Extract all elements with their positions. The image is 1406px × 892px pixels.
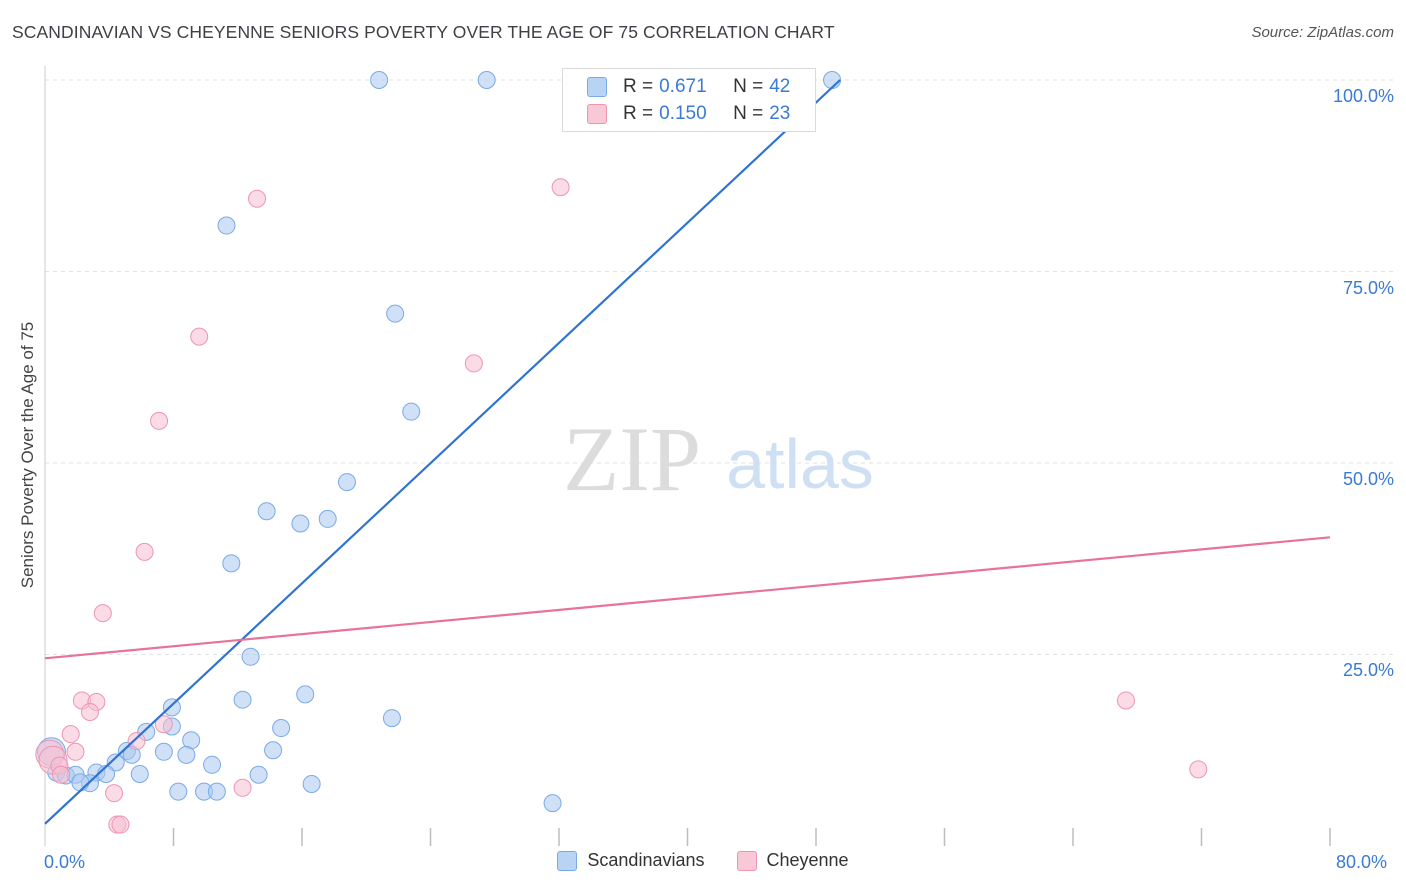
cheyenne-point bbox=[233, 778, 252, 797]
scandinavians-point bbox=[302, 774, 321, 793]
cheyenne-point bbox=[1117, 691, 1136, 710]
scandinavians-point bbox=[370, 71, 389, 89]
cheyenne-point bbox=[1189, 760, 1208, 779]
r-label: R = bbox=[623, 76, 654, 97]
n-value: 23 bbox=[769, 103, 791, 124]
cheyenne-point bbox=[150, 411, 169, 430]
scandinavians-point bbox=[386, 304, 405, 323]
y-tick-50: 50.0% bbox=[1342, 469, 1394, 489]
cheyenne-point bbox=[105, 784, 124, 803]
x-tick-min: 0.0% bbox=[44, 852, 86, 872]
n-label: N = bbox=[733, 103, 764, 124]
stats-legend: R = 0.671 N = 42 R = 0.150 N = 23 bbox=[562, 68, 816, 132]
n-value: 42 bbox=[769, 76, 791, 97]
legend-item-cheyenne[interactable]: Cheyenne bbox=[736, 850, 849, 871]
r-value: 0.671 bbox=[659, 76, 707, 97]
cheyenne-point bbox=[551, 178, 570, 197]
scandinavians-point bbox=[241, 647, 260, 666]
cheyenne-point bbox=[127, 732, 146, 751]
scandinavians-point bbox=[296, 685, 315, 704]
scandinavians-point bbox=[477, 71, 496, 89]
scandinavians-point bbox=[222, 554, 241, 573]
scandinavians-point bbox=[130, 764, 149, 783]
axes bbox=[44, 66, 1331, 846]
scandinavians-point bbox=[162, 698, 181, 717]
swatch-cheyenne bbox=[587, 104, 607, 124]
y-tick-75: 75.0% bbox=[1342, 278, 1394, 298]
cheyenne-point bbox=[190, 327, 209, 346]
scandinavians-point bbox=[249, 765, 268, 784]
legend-label: Cheyenne bbox=[766, 850, 849, 870]
cheyenne-point bbox=[111, 815, 130, 834]
scandinavians-point bbox=[318, 509, 337, 528]
scandinavians-point bbox=[207, 782, 226, 801]
scandinavians-point bbox=[71, 773, 90, 792]
scandinavians-point bbox=[272, 719, 291, 738]
scandinavians-point bbox=[402, 402, 421, 421]
scandinavians-point bbox=[177, 745, 196, 764]
swatch-scandinavians bbox=[557, 850, 578, 871]
watermark-zip: ZIP bbox=[563, 408, 701, 510]
scandinavians-point bbox=[233, 690, 252, 709]
watermark: ZIP atlas bbox=[563, 408, 874, 510]
cheyenne-point bbox=[61, 725, 80, 744]
scandinavians-point bbox=[543, 794, 562, 813]
cheyenne-point bbox=[93, 604, 112, 623]
chart-title: SCANDINAVIAN VS CHEYENNE SENIORS POVERTY… bbox=[12, 22, 835, 42]
scandinavians-point bbox=[154, 742, 173, 761]
x-tick-max: 80.0% bbox=[1336, 852, 1388, 872]
source-label: Source: ZipAtlas.com bbox=[1251, 24, 1394, 41]
scandinavians-point bbox=[337, 473, 356, 492]
y-tick-25: 25.0% bbox=[1342, 660, 1394, 680]
trendlines bbox=[44, 79, 1331, 825]
scandinavians-point bbox=[106, 753, 125, 772]
swatch-cheyenne bbox=[736, 850, 757, 871]
scandinavians-trendline bbox=[44, 79, 841, 825]
grid-lines bbox=[45, 79, 1395, 655]
scandinavians-point bbox=[823, 71, 842, 89]
scandinavians-point bbox=[203, 755, 222, 774]
scandinavians-point bbox=[169, 782, 188, 801]
n-label: N = bbox=[733, 76, 764, 97]
cheyenne-point bbox=[464, 354, 483, 373]
cheyenne-point bbox=[154, 715, 173, 734]
watermark-atlas: atlas bbox=[726, 425, 874, 503]
scandinavians-point bbox=[264, 741, 283, 760]
legend-label: Scandinavians bbox=[587, 850, 705, 870]
cheyenne-point bbox=[66, 742, 85, 761]
scandinavians-point bbox=[291, 514, 310, 533]
scandinavians-point bbox=[382, 709, 401, 728]
legend-item-scandinavians[interactable]: Scandinavians bbox=[557, 850, 705, 871]
scandinavians-point bbox=[217, 216, 236, 235]
r-label: R = bbox=[623, 103, 654, 124]
cheyenne-point bbox=[135, 542, 154, 561]
cheyenne-point bbox=[248, 189, 267, 208]
y-axis-label: Seniors Poverty Over the Age of 75 bbox=[18, 321, 37, 589]
stats-row-cheyenne: R = 0.150 N = 23 bbox=[587, 102, 790, 126]
swatch-scandinavians bbox=[587, 77, 607, 97]
r-value: 0.150 bbox=[659, 103, 707, 124]
cheyenne-trendline bbox=[44, 536, 1331, 660]
cheyenne-point bbox=[80, 702, 99, 721]
y-tick-100: 100.0% bbox=[1332, 86, 1394, 106]
data-points bbox=[35, 71, 1208, 834]
series-legend: Scandinavians Cheyenne bbox=[0, 850, 1406, 871]
stats-row-scandinavians: R = 0.671 N = 42 bbox=[587, 75, 790, 99]
scandinavians-point bbox=[257, 502, 276, 521]
cheyenne-point bbox=[52, 765, 71, 784]
